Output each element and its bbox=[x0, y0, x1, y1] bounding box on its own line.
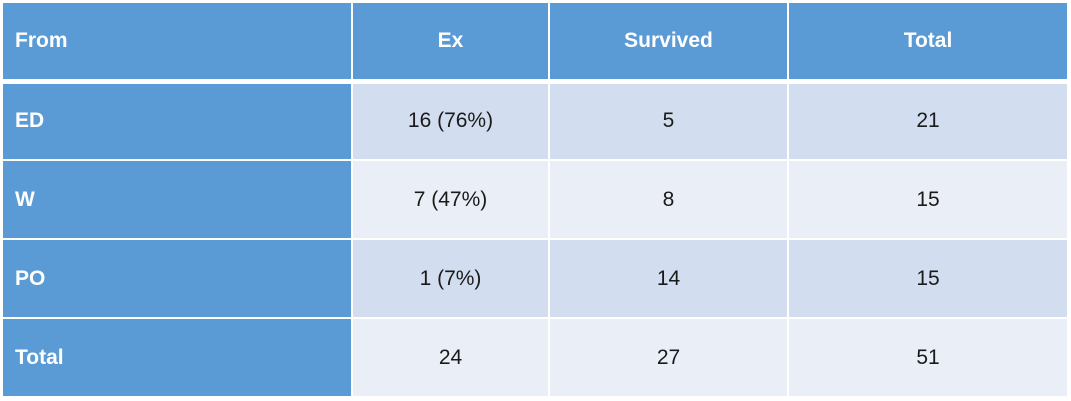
cell-survived: 8 bbox=[548, 159, 789, 240]
row-label: ED bbox=[1, 80, 353, 161]
header-row: From Ex Survived Total bbox=[1, 1, 1069, 84]
cell-ex: 16 (76%) bbox=[351, 80, 550, 161]
cell-survived: 27 bbox=[548, 317, 789, 398]
row-label: PO bbox=[1, 238, 353, 319]
header-survived: Survived bbox=[548, 1, 789, 84]
header-ex: Ex bbox=[351, 1, 550, 84]
cell-ex: 1 (7%) bbox=[351, 238, 550, 319]
cell-ex: 24 bbox=[351, 317, 550, 398]
row-label: W bbox=[1, 159, 353, 240]
table-row: ED 16 (76%) 5 21 bbox=[1, 80, 1069, 161]
cell-survived: 14 bbox=[548, 238, 789, 319]
table-row: W 7 (47%) 8 15 bbox=[1, 159, 1069, 240]
header-total: Total bbox=[787, 1, 1069, 84]
cell-total: 51 bbox=[787, 317, 1069, 398]
table-row: PO 1 (7%) 14 15 bbox=[1, 238, 1069, 319]
cell-total: 15 bbox=[787, 238, 1069, 319]
table-row-total: Total 24 27 51 bbox=[1, 317, 1069, 398]
cell-survived: 5 bbox=[548, 80, 789, 161]
row-label: Total bbox=[1, 317, 353, 398]
header-from: From bbox=[1, 1, 353, 84]
cell-total: 15 bbox=[787, 159, 1069, 240]
cell-total: 21 bbox=[787, 80, 1069, 161]
cell-ex: 7 (47%) bbox=[351, 159, 550, 240]
